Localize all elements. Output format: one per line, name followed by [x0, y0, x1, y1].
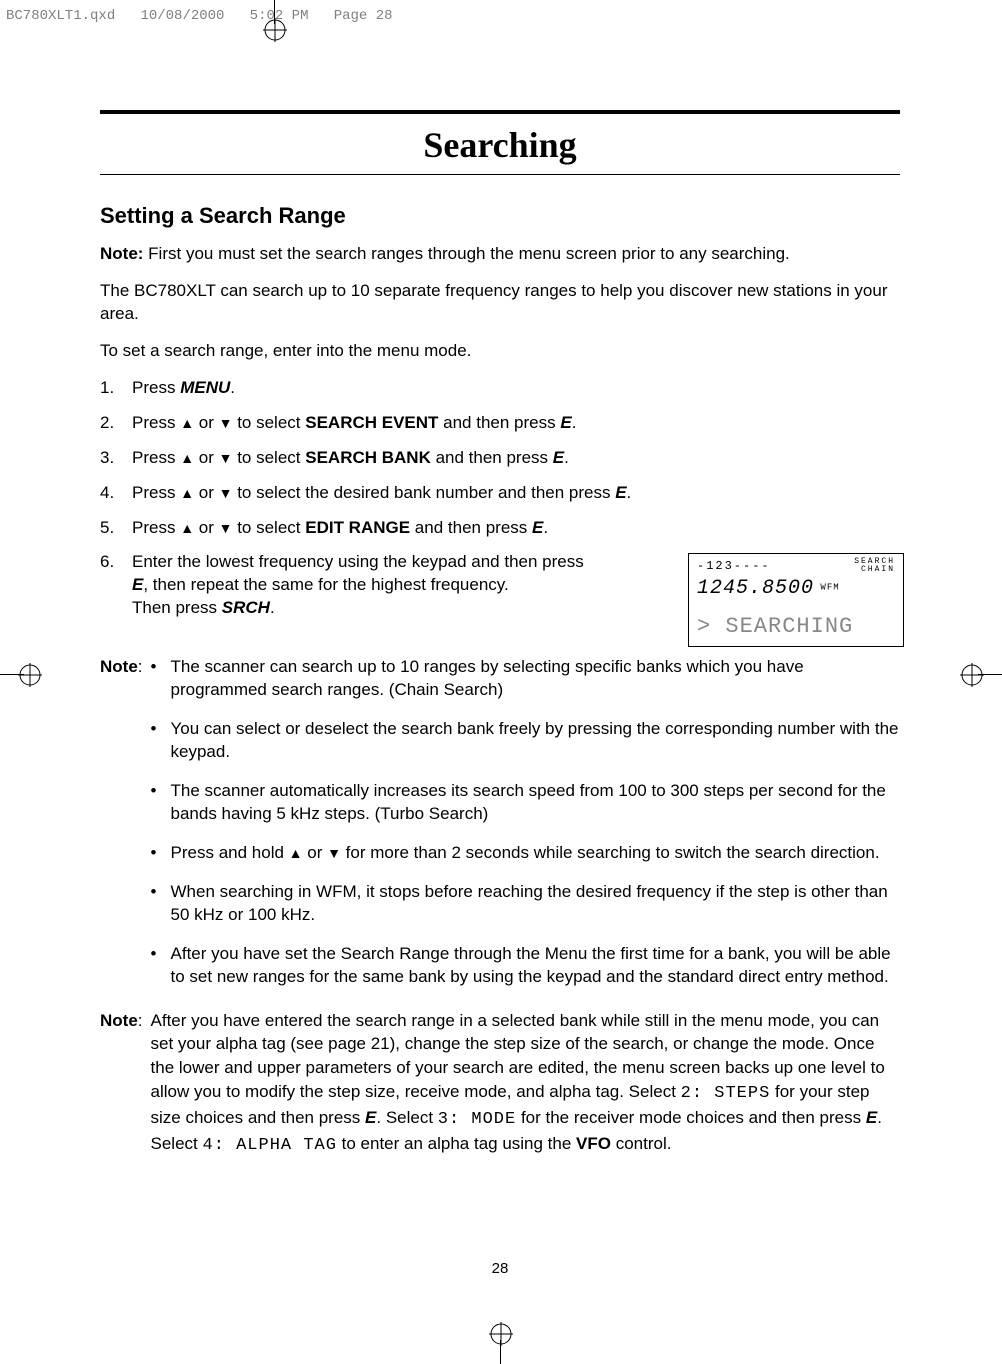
e-key: E	[615, 483, 626, 502]
note-bullet-2: You can select or deselect the search ba…	[151, 718, 900, 764]
e-key: E	[866, 1108, 877, 1127]
steps-list: Press MENU. Press ▲ or ▼ to select SEARC…	[100, 377, 900, 621]
lcd-display: -123---- SEARCHCHAIN 1245.8500 WFM > SEA…	[688, 553, 904, 647]
search-event-label: SEARCH EVENT	[305, 413, 438, 432]
menu-mode: 3: MODE	[438, 1110, 516, 1129]
section-heading: Setting a Search Range	[100, 175, 900, 243]
up-icon: ▲	[180, 484, 194, 503]
down-icon: ▼	[219, 484, 233, 503]
note-bullet-5: When searching in WFM, it stops before r…	[151, 881, 900, 927]
intro-note: Note: First you must set the search rang…	[100, 243, 900, 266]
note-label: Note:	[100, 244, 143, 263]
up-icon: ▲	[180, 449, 194, 468]
step-1: Press MENU.	[100, 377, 900, 400]
vfo-control: VFO	[576, 1134, 611, 1153]
notes-label: Note:	[100, 1009, 143, 1158]
srch-key: SRCH	[222, 598, 270, 617]
down-icon: ▼	[219, 449, 233, 468]
note-bullet-1: The scanner can search up to 10 ranges b…	[151, 656, 900, 702]
crop-mark-right	[958, 660, 1002, 690]
note-bullet-6: After you have set the Search Range thro…	[151, 943, 900, 989]
step-3: Press ▲ or ▼ to select SEARCH BANK and t…	[100, 447, 900, 470]
step-4: Press ▲ or ▼ to select the desired bank …	[100, 482, 900, 505]
down-icon: ▼	[219, 519, 233, 538]
e-key: E	[532, 518, 543, 537]
up-icon: ▲	[180, 519, 194, 538]
step-2: Press ▲ or ▼ to select SEARCH EVENT and …	[100, 412, 900, 435]
search-bank-label: SEARCH BANK	[305, 448, 431, 467]
page-number: 28	[100, 1260, 900, 1277]
step-6: Enter the lowest frequency using the key…	[100, 551, 900, 620]
menu-key: MENU	[180, 378, 230, 397]
notes-label: Note:	[100, 656, 143, 1004]
note-text: First you must set the search ranges thr…	[143, 244, 789, 263]
filename: BC780XLT1.qxd	[6, 8, 115, 24]
e-key: E	[365, 1108, 376, 1127]
notes-block-2: Note: After you have entered the search …	[100, 1009, 900, 1158]
lcd-line1-left: -123----	[697, 558, 771, 574]
crop-mark-top	[260, 0, 290, 44]
file-page: Page 28	[334, 8, 393, 24]
down-icon: ▼	[327, 844, 341, 863]
lcd-status: > SEARCHING	[697, 602, 895, 642]
lcd-mode: WFM	[814, 582, 840, 592]
crop-mark-bottom	[486, 1320, 516, 1364]
e-key: E	[560, 413, 571, 432]
e-key: E	[132, 575, 143, 594]
up-icon: ▲	[180, 414, 194, 433]
note-bullet-4: Press and hold ▲ or ▼ for more than 2 se…	[151, 842, 900, 865]
intro-p2: The BC780XLT can search up to 10 separat…	[100, 280, 900, 326]
notes-block-1: Note: The scanner can search up to 10 ra…	[100, 656, 900, 1004]
e-key: E	[553, 448, 564, 467]
menu-alpha-tag: 4: ALPHA TAG	[203, 1136, 337, 1155]
note-bullet-3: The scanner automatically increases its …	[151, 780, 900, 826]
page-title: Searching	[100, 118, 900, 174]
menu-steps: 2: STEPS	[681, 1084, 771, 1103]
lcd-freq: 1245.8500	[697, 577, 814, 600]
file-metadata: BC780XLT1.qxd 10/08/2000 5:02 PM Page 28	[6, 8, 393, 24]
lcd-r2: CHAIN	[861, 565, 895, 574]
note-bullets: The scanner can search up to 10 ranges b…	[143, 656, 900, 1004]
file-date: 10/08/2000	[140, 8, 224, 24]
crop-mark-left	[0, 660, 44, 690]
step-5: Press ▲ or ▼ to select EDIT RANGE and th…	[100, 517, 900, 540]
down-icon: ▼	[219, 414, 233, 433]
up-icon: ▲	[289, 844, 303, 863]
edit-range-label: EDIT RANGE	[305, 518, 410, 537]
intro-p3: To set a search range, enter into the me…	[100, 340, 900, 363]
page-content: Searching Setting a Search Range Note: F…	[100, 110, 900, 1157]
note2-body: After you have entered the search range …	[143, 1009, 900, 1158]
rule-top-thick	[100, 110, 900, 114]
